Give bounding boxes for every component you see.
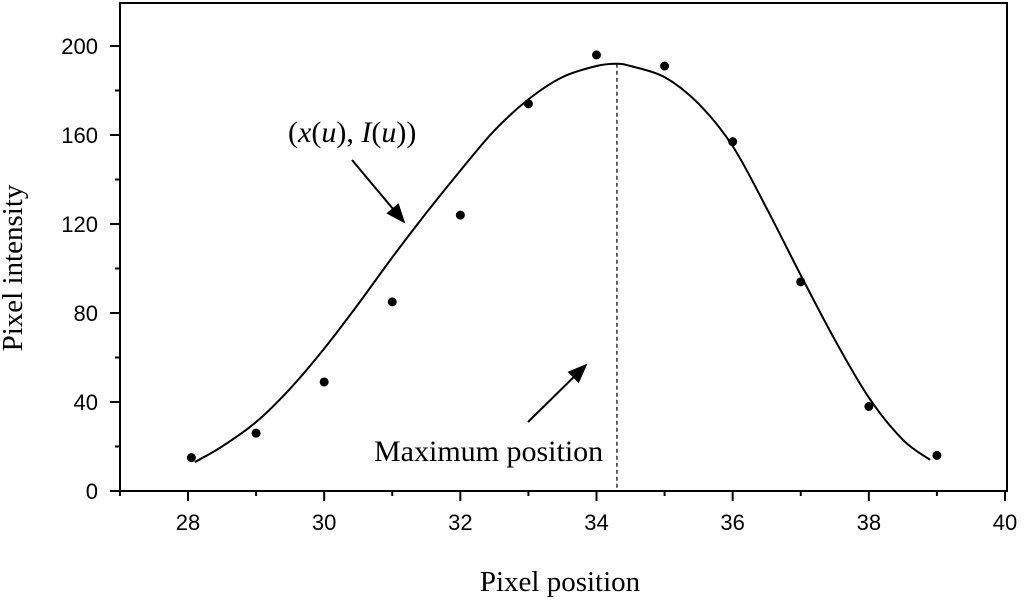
x-tick-label: 32 bbox=[448, 510, 472, 535]
y-tick-label: 0 bbox=[86, 479, 98, 504]
max-label-arrow bbox=[527, 363, 588, 423]
x-tick-label: 30 bbox=[312, 510, 336, 535]
x-axis-title: Pixel position bbox=[480, 566, 641, 598]
x-tick-label: 28 bbox=[176, 510, 200, 535]
data-point bbox=[592, 50, 601, 60]
fitted-curve bbox=[194, 62, 931, 463]
data-point bbox=[186, 453, 196, 463]
curve-label: (x(u), I(u)) bbox=[288, 116, 416, 149]
x-axis-ticks: 28 30 32 34 36 38 40 bbox=[118, 491, 1017, 535]
data-point bbox=[319, 377, 329, 387]
data-point bbox=[523, 99, 533, 109]
data-point bbox=[932, 450, 942, 460]
x-tick-label: 38 bbox=[857, 510, 881, 535]
curve-label-arrow bbox=[351, 159, 406, 224]
data-point bbox=[251, 428, 261, 438]
plot-frame bbox=[119, 2, 1008, 492]
data-point bbox=[796, 277, 806, 287]
data-point bbox=[728, 137, 738, 147]
y-axis-ticks: 0 40 80 120 160 200 bbox=[61, 34, 120, 504]
max-position-label: Maximum position bbox=[374, 435, 603, 468]
x-tick-label: 34 bbox=[584, 510, 608, 535]
y-tick-label: 80 bbox=[74, 301, 98, 326]
data-point bbox=[455, 210, 465, 220]
data-point bbox=[864, 401, 874, 411]
data-point bbox=[387, 297, 397, 307]
y-tick-label: 160 bbox=[61, 123, 98, 148]
x-tick-label: 40 bbox=[993, 510, 1017, 535]
y-tick-label: 40 bbox=[74, 390, 98, 415]
y-tick-label: 200 bbox=[61, 34, 98, 59]
data-point bbox=[660, 61, 670, 71]
y-axis-title: Pixel intensity bbox=[0, 184, 29, 351]
data-points bbox=[186, 50, 942, 463]
x-tick-label: 36 bbox=[720, 510, 744, 535]
y-tick-label: 120 bbox=[61, 212, 98, 237]
